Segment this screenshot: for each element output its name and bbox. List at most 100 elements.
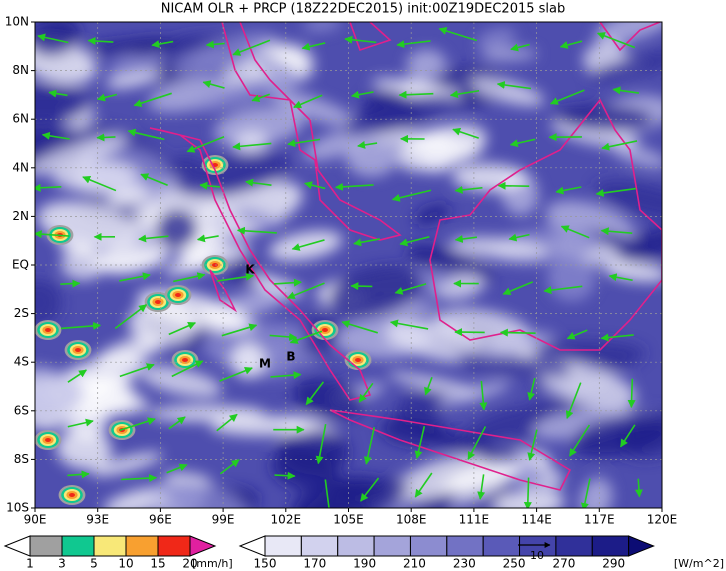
wind-vector [67,470,90,479]
wind-vector [168,416,186,430]
colorbar-label: 20 [182,557,197,571]
colorbar-label: 170 [303,557,326,571]
location-marker: M [259,357,271,371]
wind-vector [627,378,636,409]
lat-label: 4S [14,355,29,369]
colorbar-cell [189,535,217,557]
wind-vector [119,363,155,378]
wind-vector [344,35,377,44]
colorbar-label: 1 [26,557,34,571]
wind-vector [67,369,88,383]
wind-vector [454,185,483,194]
cloud [470,77,545,107]
wind-vector [467,426,487,460]
coastline [349,22,392,52]
wind-vector [391,189,432,202]
wind-vector [560,225,590,239]
wind-vector [555,186,582,195]
wind-vector [121,474,158,483]
wind-vector [353,238,380,247]
colorbar-cell [93,535,127,557]
cloud [299,478,409,508]
cloud [35,279,62,327]
wind-vector [41,131,70,140]
colorbar-cell [482,535,521,557]
colorbar-label: 210 [403,557,426,571]
precip-cell [182,358,188,362]
wind-vector [286,282,325,300]
cloud [570,413,662,457]
precip-cell [45,438,51,442]
wind-vector [138,234,169,243]
wind-vector [301,42,326,51]
cloud [341,94,452,137]
title: NICAM OLR + PRCP (18Z22DEC2015) init:00Z… [161,2,566,17]
lon-label: 96E [149,513,172,527]
precip-cell [155,300,161,304]
lat-label: 10N [5,15,29,29]
wind-vector [559,40,583,49]
wind-vector [251,93,270,102]
colorbar-cell [337,535,375,557]
cloud [594,22,662,44]
cloud [481,48,538,61]
lon-label: 105E [333,513,364,527]
cloud [476,28,516,51]
cloud [433,308,532,348]
colorbar-cell [409,535,448,557]
location-marker: B [286,350,295,364]
cloud [60,248,106,281]
wind-vector [140,173,168,187]
wind-vector [527,377,536,401]
wind-vector [414,425,426,460]
cloud [303,22,342,32]
lat-label: 8N [12,63,29,77]
wind-vector [151,40,174,48]
wind-vector [96,133,116,142]
wind-vector [523,477,532,508]
wind-vector [82,176,117,192]
colorbar-label: 290 [602,557,625,571]
cloud [413,204,451,225]
lon-label: 120E [647,513,678,527]
cloud [106,187,151,207]
wind-vector [509,138,536,148]
wind-vector [48,89,68,98]
wind-vector [398,90,434,99]
wind-vector [389,319,429,330]
cloud [615,226,662,262]
cloud [105,70,163,90]
lat-label: 2N [12,209,29,223]
wind-vector [305,381,325,406]
wind-vector [304,181,326,190]
wind-vector [496,80,532,90]
wind-vector [502,281,534,296]
cloud [91,452,163,477]
wind-vector [236,226,277,235]
wind-vector [341,320,378,334]
wind-vector [96,93,118,102]
wind-vector [600,227,633,236]
wind-vector [568,424,591,457]
colorbar-cell [373,535,411,557]
wind-vector [510,43,530,52]
wind-vector [205,40,225,49]
wind-vector [216,413,238,432]
coastline [429,98,662,351]
wind-vector [199,181,220,190]
wind-vector [600,333,634,342]
wind-vector [334,182,374,191]
lat-label: 10S [6,501,29,515]
wind-vector [232,39,271,56]
wind-vector [350,90,374,99]
lon-label: 117E [584,513,615,527]
wind-vector [566,329,588,340]
precip-cell [322,328,328,332]
cloud [58,239,98,257]
cloud [35,134,128,175]
colorbar-label: 250 [503,557,526,571]
precip-cell [175,293,181,297]
wind-vector [219,366,253,382]
lat-label: 6N [12,112,29,126]
